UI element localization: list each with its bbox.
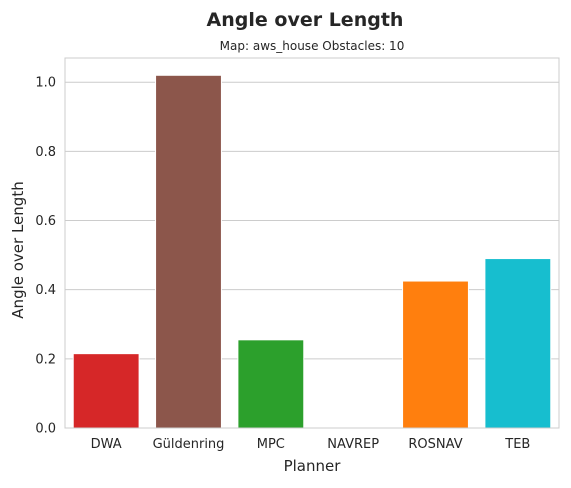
x-tick-label: MPC <box>257 437 285 452</box>
y-tick-label: 0.8 <box>35 145 56 160</box>
y-tick-label: 0.0 <box>35 422 56 437</box>
x-tick-labels: DWA Güldenring MPC NAVREP ROSNAV TEB <box>91 437 531 452</box>
y-tick-label: 1.0 <box>35 76 56 91</box>
x-tick-label: DWA <box>91 437 122 452</box>
x-tick-label: ROSNAV <box>408 437 462 452</box>
y-axis-label: Angle over Length <box>9 181 27 318</box>
plot-frame <box>64 57 560 429</box>
y-tick-label: 0.6 <box>35 214 56 229</box>
y-tick-label: 0.2 <box>35 352 56 367</box>
bar-rosnav <box>402 280 469 429</box>
bar-g-ldenring <box>155 74 222 429</box>
bar-mpc <box>237 339 305 429</box>
y-tick-label: 0.4 <box>35 283 56 298</box>
bar-dwa <box>72 353 140 429</box>
bar-teb <box>484 258 552 429</box>
bars <box>72 74 552 429</box>
x-tick-label: NAVREP <box>327 437 379 452</box>
x-tick-label: Güldenring <box>153 437 225 452</box>
x-axis-label: Planner <box>284 457 342 475</box>
y-tick-labels: 0.0 0.2 0.4 0.6 0.8 1.0 <box>35 76 56 437</box>
chart-subtitle: Map: aws_house Obstacles: 10 <box>220 39 405 53</box>
chart-title: Angle over Length <box>207 9 404 31</box>
x-tick-label: TEB <box>504 437 530 452</box>
